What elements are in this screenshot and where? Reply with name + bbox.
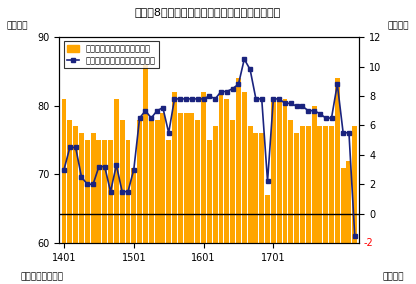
Bar bbox=[97, 140, 102, 284]
Bar bbox=[282, 99, 287, 284]
Bar bbox=[288, 120, 293, 284]
Bar bbox=[137, 120, 142, 284]
Bar bbox=[207, 140, 212, 284]
Bar bbox=[306, 126, 311, 284]
Bar bbox=[195, 120, 200, 284]
Bar bbox=[259, 133, 264, 284]
Bar bbox=[242, 92, 247, 284]
Bar bbox=[85, 140, 90, 284]
Bar bbox=[224, 99, 229, 284]
Bar bbox=[236, 78, 241, 284]
Bar bbox=[312, 106, 317, 284]
Bar bbox=[155, 120, 159, 284]
Bar bbox=[218, 92, 223, 284]
Bar bbox=[114, 99, 119, 284]
Bar bbox=[108, 140, 113, 284]
Bar bbox=[341, 168, 346, 284]
Legend: 季節調整済み前月差（右軸）, マネタリーベース末残の前年差: 季節調整済み前月差（右軸）, マネタリーベース末残の前年差 bbox=[64, 41, 159, 68]
Bar bbox=[126, 140, 131, 284]
Text: （資料）日本銀行: （資料）日本銀行 bbox=[21, 272, 64, 281]
Bar bbox=[143, 64, 148, 284]
Bar bbox=[300, 126, 305, 284]
Bar bbox=[248, 126, 253, 284]
Bar bbox=[73, 126, 78, 284]
Bar bbox=[253, 133, 258, 284]
Bar bbox=[62, 99, 67, 284]
Bar bbox=[178, 113, 183, 284]
Text: （図表8）マネタリーベース残高と前月比の推移: （図表8）マネタリーベース残高と前月比の推移 bbox=[135, 7, 281, 17]
Bar bbox=[230, 120, 235, 284]
Bar bbox=[120, 120, 125, 284]
Text: -2: -2 bbox=[364, 238, 373, 248]
Bar bbox=[329, 126, 334, 284]
Bar bbox=[189, 113, 194, 284]
Bar bbox=[131, 168, 136, 284]
Bar bbox=[213, 126, 218, 284]
Bar bbox=[294, 133, 299, 284]
Bar bbox=[161, 113, 165, 284]
Bar bbox=[347, 161, 352, 284]
Bar bbox=[166, 140, 171, 284]
Bar bbox=[172, 92, 177, 284]
Bar bbox=[317, 126, 322, 284]
Bar bbox=[183, 113, 188, 284]
Bar bbox=[91, 133, 96, 284]
Bar bbox=[102, 140, 107, 284]
Bar bbox=[149, 120, 154, 284]
Bar bbox=[265, 195, 270, 284]
Bar bbox=[352, 126, 357, 284]
Text: （年月）: （年月） bbox=[382, 272, 404, 281]
Text: （兆円）: （兆円） bbox=[7, 21, 28, 30]
Bar bbox=[271, 99, 276, 284]
Bar bbox=[277, 99, 282, 284]
Bar bbox=[79, 133, 84, 284]
Bar bbox=[201, 92, 206, 284]
Bar bbox=[335, 78, 340, 284]
Bar bbox=[67, 120, 72, 284]
Bar bbox=[323, 126, 328, 284]
Text: （兆円）: （兆円） bbox=[388, 21, 409, 30]
